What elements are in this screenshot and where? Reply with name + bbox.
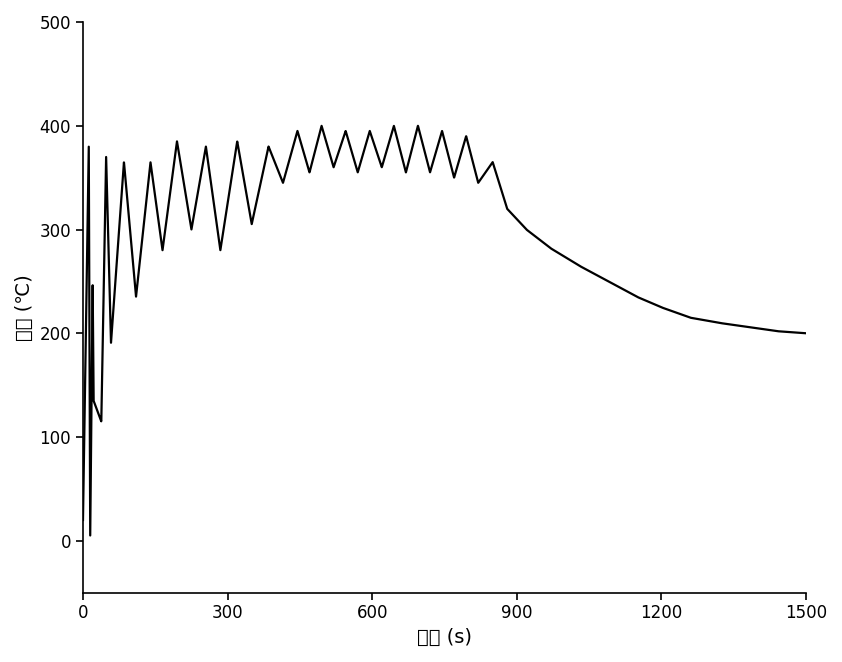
X-axis label: 时间 (s): 时间 (s) <box>417 628 472 647</box>
Y-axis label: 温度 (℃): 温度 (℃) <box>15 274 34 341</box>
